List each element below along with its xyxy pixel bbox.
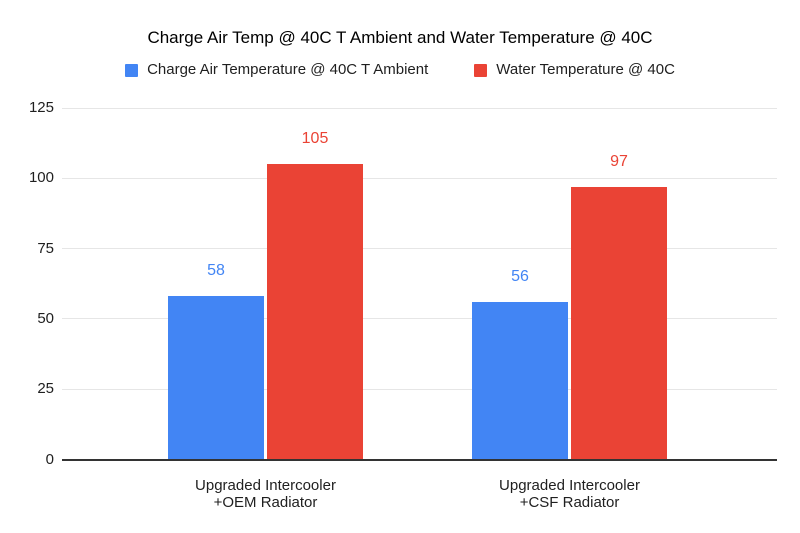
category-label: Upgraded Intercooler +OEM Radiator (126, 477, 406, 511)
bar-series-1-group-0 (267, 164, 363, 460)
gridline (62, 318, 777, 320)
bar-series-1-group-1 (571, 186, 667, 460)
bar-value-label: 105 (301, 130, 329, 148)
y-tick-label: 75 (37, 239, 54, 257)
gridline (62, 177, 777, 179)
bar-series-0-group-1 (472, 302, 568, 460)
y-tick-label: 50 (37, 309, 54, 327)
y-tick-label: 100 (28, 169, 54, 187)
y-tick-label: 125 (28, 99, 54, 116)
gridline (62, 388, 777, 390)
legend-label: Charge Air Temperature @ 40C T Ambient (147, 61, 429, 78)
bar-value-label: 56 (511, 268, 529, 286)
x-axis-line (62, 458, 777, 461)
legend-swatch-icon (125, 63, 139, 77)
chart-title: Charge Air Temp @ 40C T Ambient and Wate… (147, 28, 653, 47)
gridline (62, 248, 777, 250)
category-label-line: Upgraded Intercooler (499, 477, 640, 494)
legend-item-1: Water Temperature @ 40C (474, 61, 675, 79)
y-tick-label: 0 (45, 450, 54, 468)
y-tick-label: 25 (37, 380, 54, 398)
bar-value-label: 58 (207, 262, 225, 280)
category-label-line: +OEM Radiator (213, 494, 318, 511)
legend-swatch-icon (474, 63, 488, 77)
category-label-line: +CSF Radiator (519, 494, 620, 511)
category-label-line: Upgraded Intercooler (195, 477, 336, 494)
legend-label: Water Temperature @ 40C (496, 61, 675, 78)
bar-series-0-group-0 (168, 296, 264, 460)
category-label: Upgraded Intercooler +CSF Radiator (430, 477, 710, 511)
legend-item-0: Charge Air Temperature @ 40C T Ambient (125, 61, 428, 79)
chart-legend: Charge Air Temperature @ 40C T Ambient Wa… (0, 61, 800, 79)
gridline (62, 107, 777, 109)
bar-value-label: 97 (610, 152, 628, 170)
